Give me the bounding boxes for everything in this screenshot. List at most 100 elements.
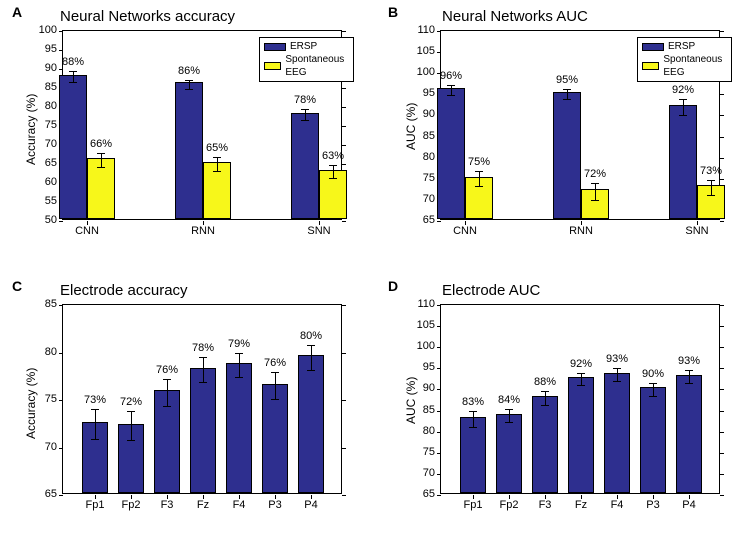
error-bar	[95, 409, 96, 439]
x-tick-label: CNN	[75, 225, 99, 237]
legend-label: ERSP	[668, 40, 695, 53]
error-bar	[545, 391, 546, 405]
bar-value-label: 73%	[84, 394, 106, 406]
y-tick	[59, 400, 63, 401]
error-cap	[69, 82, 77, 83]
y-tick	[720, 347, 724, 348]
error-cap	[447, 95, 455, 96]
y-tick	[437, 221, 441, 222]
error-cap	[475, 171, 483, 172]
bar-value-label: 75%	[468, 156, 490, 168]
y-tick	[342, 400, 346, 401]
error-cap	[301, 120, 309, 121]
error-cap	[649, 383, 657, 384]
legend: ERSPSpontaneous EEG	[637, 37, 732, 82]
x-tick-label: F4	[233, 499, 246, 511]
x-tick-label: Fp1	[464, 499, 483, 511]
y-tick-label: 60	[33, 176, 57, 188]
error-cap	[577, 373, 585, 374]
error-cap	[199, 382, 207, 383]
error-bar	[217, 157, 218, 171]
y-tick	[437, 52, 441, 53]
error-bar	[711, 180, 712, 195]
error-cap	[213, 157, 221, 158]
panel-b-label: B	[388, 4, 398, 20]
y-tick	[59, 31, 63, 32]
y-tick	[59, 448, 63, 449]
bar-value-label: 66%	[90, 138, 112, 150]
bar	[640, 387, 666, 493]
error-cap	[707, 195, 715, 196]
y-tick-label: 95	[33, 43, 57, 55]
y-tick	[342, 221, 346, 222]
y-tick	[720, 432, 724, 433]
y-tick-label: 105	[411, 45, 435, 57]
panel-d-title: Electrode AUC	[442, 282, 540, 299]
legend-item: ERSP	[642, 40, 727, 53]
bar	[437, 88, 465, 219]
y-tick-label: 65	[411, 214, 435, 226]
error-cap	[505, 409, 513, 410]
error-cap	[563, 89, 571, 90]
x-tick-label: F3	[539, 499, 552, 511]
error-cap	[329, 178, 337, 179]
panel-d-label: D	[388, 278, 398, 294]
y-tick-label: 70	[411, 193, 435, 205]
y-tick	[720, 474, 724, 475]
error-bar	[203, 357, 204, 382]
bar-value-label: 96%	[440, 70, 462, 82]
y-tick	[437, 347, 441, 348]
y-tick-label: 75	[411, 446, 435, 458]
error-cap	[271, 372, 279, 373]
panel-a-title: Neural Networks accuracy	[60, 8, 235, 25]
error-cap	[613, 368, 621, 369]
error-cap	[329, 165, 337, 166]
legend: ERSPSpontaneous EEG	[259, 37, 354, 82]
y-tick	[342, 305, 346, 306]
panel-a-plot: 50556065707580859095100CNN88%66%RNN86%65…	[62, 30, 342, 220]
error-bar	[581, 373, 582, 386]
error-cap	[185, 89, 193, 90]
y-tick	[437, 474, 441, 475]
error-cap	[235, 353, 243, 354]
y-tick-label: 100	[411, 340, 435, 352]
bar	[669, 105, 697, 219]
bar-value-label: 76%	[264, 357, 286, 369]
x-tick-label: SNN	[685, 225, 708, 237]
y-tick-label: 50	[33, 214, 57, 226]
y-tick	[720, 179, 724, 180]
error-cap	[97, 167, 105, 168]
x-tick-label: P4	[304, 499, 317, 511]
bar	[190, 368, 216, 493]
x-tick-label: RNN	[191, 225, 215, 237]
y-tick	[437, 326, 441, 327]
y-tick	[720, 137, 724, 138]
legend-swatch	[264, 62, 281, 70]
error-bar	[131, 411, 132, 440]
bar-value-label: 79%	[228, 338, 250, 350]
error-cap	[199, 357, 207, 358]
bar-value-label: 83%	[462, 396, 484, 408]
y-tick	[59, 305, 63, 306]
y-tick	[342, 126, 346, 127]
y-tick	[720, 368, 724, 369]
y-tick	[720, 453, 724, 454]
y-tick-label: 65	[411, 488, 435, 500]
legend-swatch	[642, 62, 659, 70]
error-cap	[271, 399, 279, 400]
bar-value-label: 86%	[178, 65, 200, 77]
y-tick	[720, 221, 724, 222]
bar-value-label: 92%	[672, 84, 694, 96]
error-cap	[505, 422, 513, 423]
y-tick-label: 55	[33, 195, 57, 207]
error-cap	[235, 377, 243, 378]
error-bar	[305, 109, 306, 120]
y-tick-label: 70	[33, 441, 57, 453]
y-tick	[437, 453, 441, 454]
error-cap	[563, 99, 571, 100]
bar-value-label: 90%	[642, 368, 664, 380]
y-tick	[342, 353, 346, 354]
y-tick-label: 80	[411, 151, 435, 163]
error-cap	[685, 370, 693, 371]
panel-c-ylabel: Accuracy (%)	[24, 368, 38, 439]
